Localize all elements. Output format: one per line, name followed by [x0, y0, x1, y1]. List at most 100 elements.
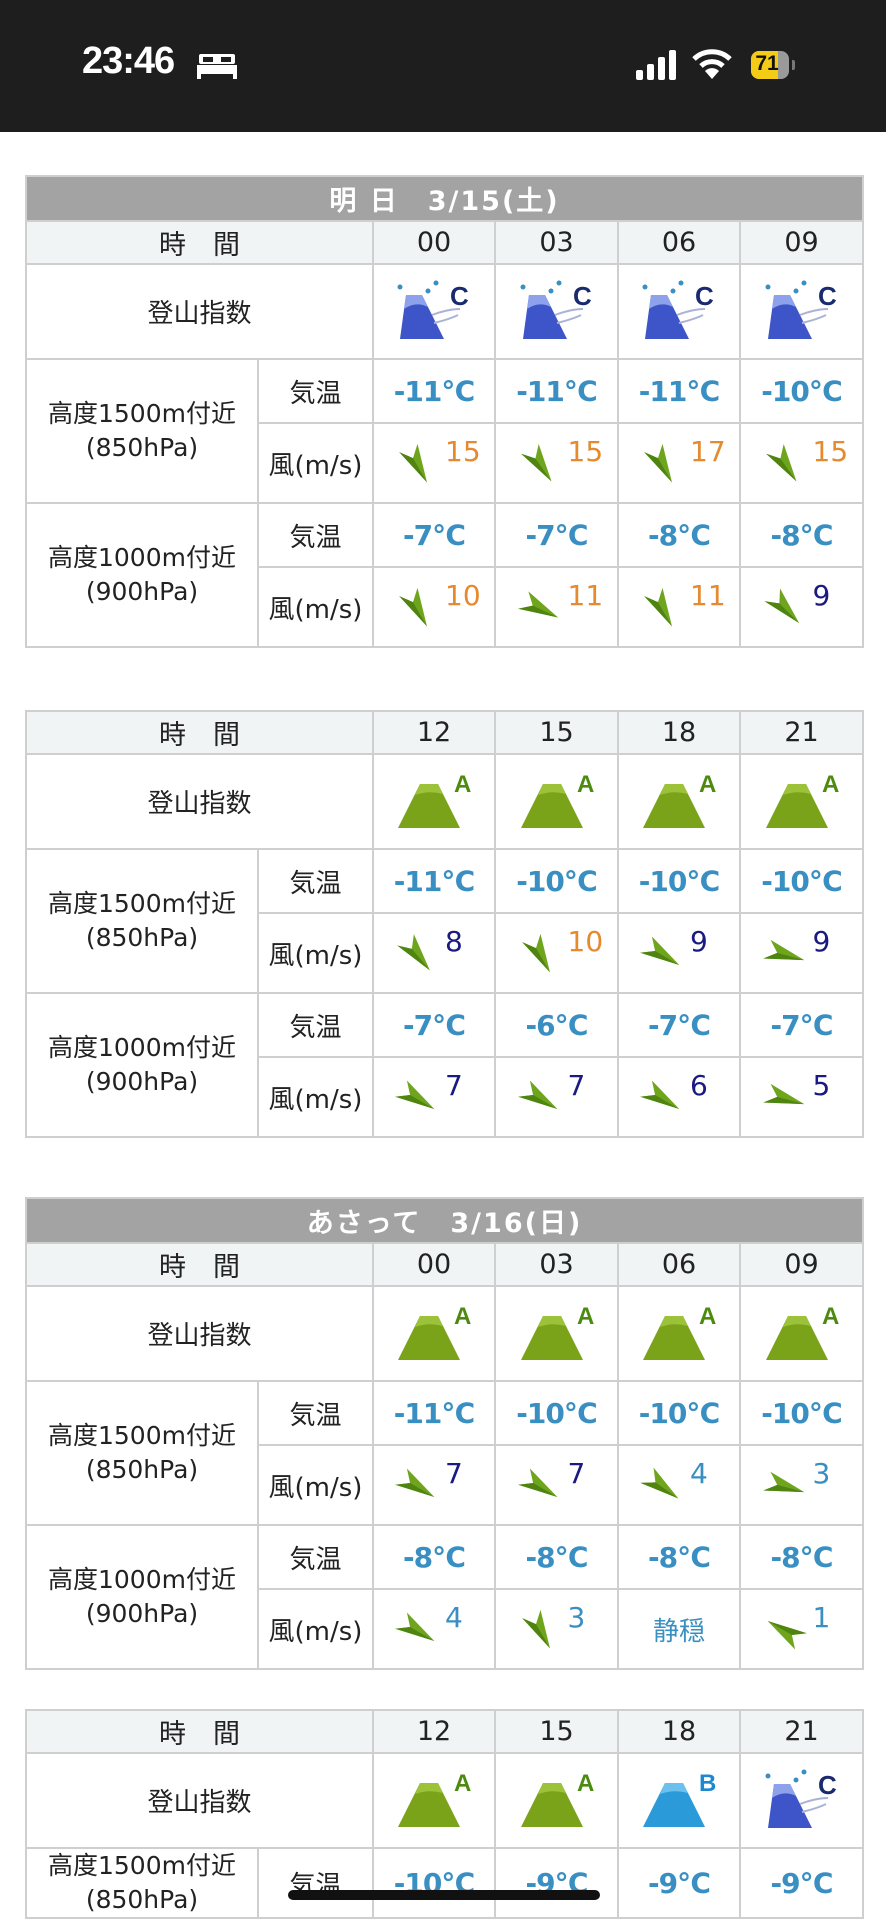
forecast-table: 時 間 12 15 18 21 登山指数 A A B C 高度1500m付近 (850hPa) 気温 -1… [25, 1709, 864, 1919]
climb-index-cell: C [372, 263, 496, 360]
wind-cell: 3 [494, 1588, 619, 1670]
climb-index-cell: A [617, 753, 741, 850]
wind-speed: 15 [445, 435, 481, 468]
wind-speed: 15 [812, 435, 849, 468]
climb-index-cell: A [494, 753, 619, 850]
climb-index-a-icon: A [765, 771, 839, 828]
wind-direction-arrow-icon [520, 443, 551, 482]
temperature-cell: -6℃ [494, 992, 619, 1058]
time-cell: 12 [372, 710, 496, 755]
temp-label: 気温 [257, 1380, 374, 1446]
temperature-cell: -7℃ [372, 992, 496, 1058]
bed-icon [197, 54, 237, 79]
temperature-cell: -10℃ [739, 848, 864, 914]
wind-cell: 1 [738, 1588, 865, 1670]
wind-direction-arrow-icon [763, 588, 799, 624]
climb-index-cell: C [617, 263, 741, 360]
wind-direction-arrow-icon [762, 1471, 804, 1493]
svg-text:A: A [454, 1303, 471, 1330]
calm-text: 静穏 [652, 1616, 705, 1647]
temp-label: 気温 [257, 848, 374, 914]
altitude-label: 高度1500m付近 (850hPa) [25, 1380, 259, 1526]
temperature-cell: -11℃ [494, 358, 619, 424]
wind-cell: 9 [617, 912, 741, 994]
wind-direction-arrow-icon [395, 1468, 435, 1497]
svg-text:A: A [699, 1303, 716, 1330]
wind-cell: 10 [372, 566, 496, 648]
wind-direction-arrow-icon [765, 443, 796, 482]
wind-label: 風(m/s) [257, 1588, 374, 1670]
climb-index-cell: A [738, 1285, 865, 1382]
temperature-cell: -11℃ [617, 358, 741, 424]
wind-speed: 7 [445, 1069, 463, 1102]
climb-index-label: 登山指数 [25, 1285, 374, 1382]
svg-text:A: A [577, 771, 594, 798]
wind-cell: 3 [738, 1444, 865, 1526]
temperature-cell: -10℃ [617, 848, 741, 914]
temperature-cell: -8℃ [617, 502, 741, 568]
altitude-label: 高度1000m付近 (900hPa) [25, 1524, 259, 1670]
temperature-cell: -10℃ [494, 848, 619, 914]
climb-index-a-icon: A [398, 1770, 471, 1827]
wind-speed: 3 [812, 1457, 831, 1490]
wind-direction-arrow-icon [762, 1083, 804, 1105]
wind-speed: 9 [812, 579, 831, 612]
wind-cell: 6 [617, 1056, 741, 1138]
wind-cell: 9 [739, 566, 864, 648]
climb-index-a-icon: A [398, 1303, 471, 1360]
climb-index-cell: C [739, 1752, 864, 1849]
altitude-label: 高度1000m付近 (900hPa) [25, 992, 259, 1138]
climb-index-b-icon: B [643, 1770, 716, 1827]
wind-cell: 17 [617, 422, 741, 504]
svg-text:C: C [818, 281, 837, 311]
climb-index-cell: A [372, 753, 496, 850]
climb-index-cell: A [372, 1285, 496, 1382]
wind-speed: 7 [445, 1457, 463, 1490]
wind-cell: 10 [494, 912, 619, 994]
wind-cell: 7 [372, 1056, 496, 1138]
time-cell: 09 [738, 1242, 865, 1287]
wind-speed: 10 [567, 925, 604, 958]
climb-index-c-icon: C [765, 280, 837, 339]
status-bar: 23:46 71 [0, 0, 886, 132]
time-cell: 06 [617, 1242, 741, 1287]
temp-label: 気温 [257, 358, 374, 424]
wind-label: 風(m/s) [257, 422, 374, 504]
temperature-cell: -7℃ [372, 502, 496, 568]
temperature-cell: -8℃ [738, 1524, 865, 1590]
wind-direction-arrow-icon [397, 934, 430, 971]
svg-text:C: C [695, 281, 714, 311]
altitude-label: 高度1000m付近 (900hPa) [25, 502, 259, 648]
wind-direction-arrow-icon [640, 1080, 680, 1109]
wind-speed: 10 [445, 579, 481, 612]
climb-index-c-icon: C [642, 280, 714, 339]
temperature-cell: -8℃ [617, 1524, 741, 1590]
wind-direction-arrow-icon [395, 1080, 435, 1109]
wind-speed: 11 [690, 579, 726, 612]
climb-index-label: 登山指数 [25, 263, 374, 360]
svg-text:B: B [699, 1770, 716, 1797]
wind-direction-arrow-icon [640, 936, 680, 965]
climb-index-label: 登山指数 [25, 753, 374, 850]
home-indicator[interactable] [288, 1890, 600, 1900]
time-cell: 12 [372, 1709, 496, 1754]
wind-speed: 1 [812, 1601, 831, 1634]
time-cell: 15 [494, 710, 619, 755]
wind-direction-arrow-icon [517, 591, 558, 618]
wind-direction-arrow-icon [767, 1621, 807, 1650]
forecast-table: 時 間 12 15 18 21 登山指数 A A A A 高度1500m付近 (850hPa) 気温 -1… [25, 710, 864, 1138]
temp-label: 気温 [257, 1847, 374, 1919]
climb-index-c-icon: C [397, 280, 469, 339]
wind-cell: 15 [372, 422, 496, 504]
climb-index-cell: B [617, 1752, 741, 1849]
svg-text:C: C [818, 1770, 837, 1800]
cellular-signal-icon [636, 50, 676, 80]
time-header: 時 間 [25, 220, 374, 265]
wind-direction-arrow-icon [517, 1468, 557, 1497]
time-header: 時 間 [25, 1242, 374, 1287]
temperature-cell: -8℃ [372, 1524, 496, 1590]
wind-speed: 6 [690, 1069, 708, 1102]
climb-index-cell: A [494, 1285, 619, 1382]
wind-cell: 9 [739, 912, 864, 994]
temperature-cell: -10℃ [738, 1380, 865, 1446]
